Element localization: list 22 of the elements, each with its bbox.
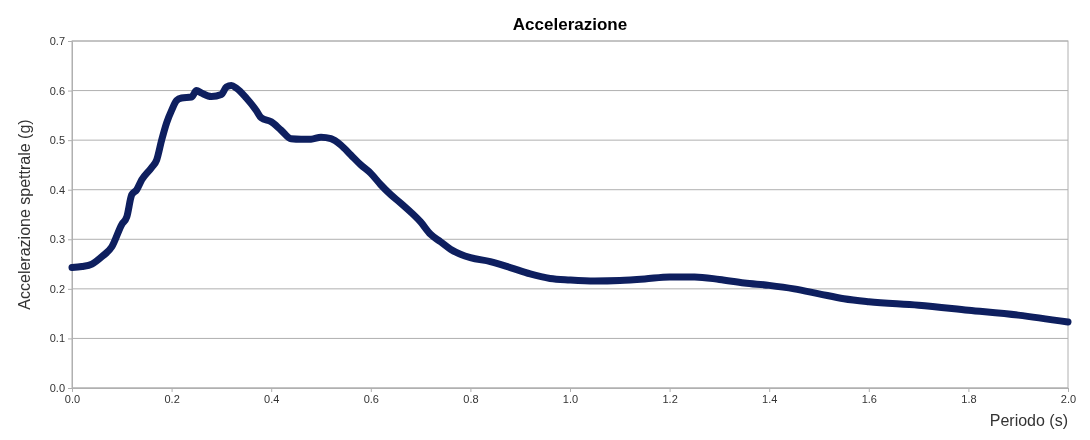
x-tick-label: 1.4 xyxy=(762,392,778,405)
chart-title: Accelerazione xyxy=(512,15,628,34)
y-tick-label: 0.6 xyxy=(49,84,65,97)
x-tick-label: 0.2 xyxy=(164,392,180,405)
y-tick-label: 0.2 xyxy=(49,282,65,295)
y-tick-label: 0.4 xyxy=(49,183,65,196)
y-axis-title: Accelerazione spettrale (g) xyxy=(16,119,33,310)
x-tick-label: 1.6 xyxy=(861,392,877,405)
y-tick-label: 0.0 xyxy=(49,382,65,395)
x-tick-label: 2.0 xyxy=(1060,392,1077,405)
x-axis-title: Periodo (s) xyxy=(989,412,1068,429)
x-tick-label: 0.4 xyxy=(264,392,280,405)
y-tick-label: 0.3 xyxy=(49,233,65,246)
x-tick-label: 0.0 xyxy=(64,392,81,405)
x-tick-label: 0.6 xyxy=(363,392,379,405)
x-tick-label: 0.8 xyxy=(463,392,479,405)
y-tick-label: 0.7 xyxy=(49,35,65,48)
x-tick-label: 1.2 xyxy=(662,392,678,405)
y-tick-label: 0.5 xyxy=(49,134,65,147)
x-tick-label: 1.8 xyxy=(961,392,977,405)
y-tick-label: 0.1 xyxy=(49,332,65,345)
x-tick-label: 1.0 xyxy=(562,392,579,405)
